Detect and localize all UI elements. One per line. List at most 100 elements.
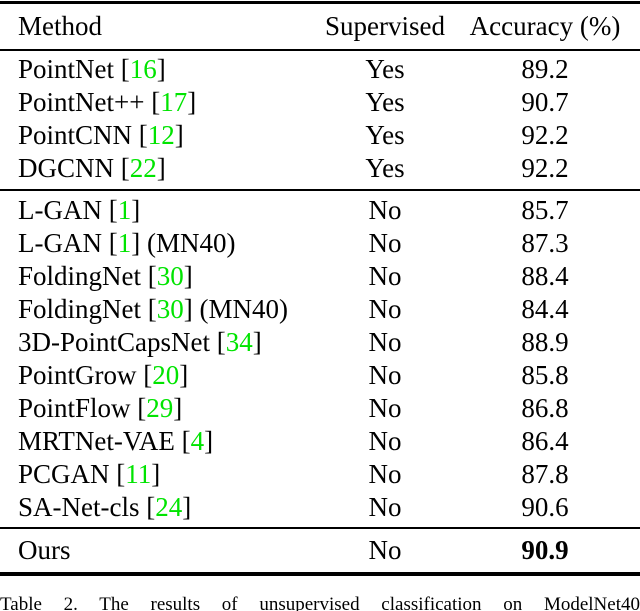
- method-cell: PointNet++ [17]: [0, 86, 320, 119]
- table-row: MRTNet-VAE [4] No 86.4: [0, 425, 640, 458]
- table-row: PointNet++ [17] Yes 90.7: [0, 86, 640, 119]
- method-cell: PointCNN [12]: [0, 119, 320, 152]
- citation-bracket: [30]: [141, 294, 193, 324]
- method-suffix: (MN40): [140, 228, 236, 258]
- method-cell: FoldingNet [30]: [0, 260, 320, 293]
- citation-link[interactable]: 16: [129, 54, 157, 84]
- supervised-cell: Yes: [365, 120, 405, 150]
- method-name: PCGAN: [18, 459, 110, 489]
- table-row: FoldingNet [30] (MN40) No 84.4: [0, 293, 640, 326]
- table-top-rule: [0, 1, 640, 4]
- method-name: PointNet: [18, 54, 115, 84]
- method-cell: L-GAN [1]: [0, 194, 320, 227]
- table-row: PointFlow [29] No 86.8: [0, 392, 640, 425]
- method-name: MRTNet-VAE: [18, 426, 175, 456]
- accuracy-cell: 90.6: [521, 492, 569, 522]
- method-cell: 3D-PointCapsNet [34]: [0, 326, 320, 359]
- table-row: L-GAN [1] (MN40) No 87.3: [0, 227, 640, 260]
- method-name: PointCNN: [18, 120, 133, 150]
- method-cell: FoldingNet [30] (MN40): [0, 293, 320, 326]
- method-cell: PCGAN [11]: [0, 458, 320, 491]
- method-name: 3D-PointCapsNet: [18, 327, 210, 357]
- citation-link[interactable]: 30: [156, 294, 184, 324]
- accuracy-cell: 87.3: [521, 228, 569, 258]
- accuracy-cell: 92.2: [521, 153, 569, 183]
- method-name: PointFlow: [18, 393, 131, 423]
- accuracy-cell: 85.7: [521, 195, 569, 225]
- supervised-cell: No: [368, 393, 402, 423]
- citation-link[interactable]: 34: [225, 327, 253, 357]
- supervised-cell: Yes: [365, 54, 405, 84]
- table-row: PointGrow [20] No 85.8: [0, 359, 640, 392]
- method-suffix: (MN40): [192, 294, 289, 324]
- method-cell: DGCNN [22]: [0, 152, 320, 185]
- citation-bracket: [17]: [144, 87, 197, 117]
- table-row: PointNet [16] Yes 89.2: [0, 53, 640, 86]
- supervised-cell: Yes: [365, 153, 405, 183]
- supervised-cell: No: [368, 195, 402, 225]
- accuracy-cell: 88.9: [521, 327, 569, 357]
- citation-bracket: [29]: [130, 393, 183, 423]
- supervised-cell: No: [368, 327, 402, 357]
- accuracy-cell: 85.8: [521, 360, 569, 390]
- citation-link[interactable]: 17: [160, 87, 188, 117]
- accuracy-cell: 90.7: [521, 87, 569, 117]
- method-cell: PointNet [16]: [0, 53, 320, 86]
- citation-link[interactable]: 1: [117, 195, 132, 225]
- citation-bracket: [34]: [210, 327, 262, 357]
- ours-divider-rule: [0, 527, 640, 529]
- citation-bracket: [1]: [101, 228, 141, 258]
- accuracy-cell: 92.2: [521, 120, 569, 150]
- supervised-cell: No: [368, 294, 402, 324]
- table-row: DGCNN [22] Yes 92.2: [0, 152, 640, 185]
- accuracy-cell: 89.2: [521, 54, 569, 84]
- method-cell: PointGrow [20]: [0, 359, 320, 392]
- citation-link[interactable]: 20: [152, 360, 180, 390]
- citation-bracket: [16]: [114, 54, 166, 84]
- table-row: PointCNN [12] Yes 92.2: [0, 119, 640, 152]
- citation-bracket: [4]: [174, 426, 214, 456]
- group-divider-rule: [0, 189, 640, 191]
- citation-link[interactable]: 1: [117, 228, 132, 258]
- citation-bracket: [11]: [109, 459, 161, 489]
- accuracy-cell: 90.9: [521, 535, 569, 565]
- method-cell: L-GAN [1] (MN40): [0, 227, 320, 260]
- method-name: L-GAN: [18, 228, 102, 258]
- table-caption: Table 2. The results of unsupervised cla…: [0, 594, 640, 611]
- method-cell: Ours: [0, 534, 320, 567]
- citation-link[interactable]: 12: [147, 120, 175, 150]
- citation-link[interactable]: 22: [129, 153, 157, 183]
- citation-bracket: [1]: [101, 195, 141, 225]
- table-row: L-GAN [1] No 85.7: [0, 194, 640, 227]
- citation-link[interactable]: 24: [155, 492, 183, 522]
- citation-link[interactable]: 30: [156, 261, 184, 291]
- citation-bracket: [30]: [141, 261, 193, 291]
- citation-bracket: [20]: [136, 360, 189, 390]
- supervised-cell: No: [368, 426, 402, 456]
- supervised-cell: No: [368, 459, 402, 489]
- method-name: Ours: [18, 535, 71, 565]
- supervised-cell: No: [368, 261, 402, 291]
- citation-link[interactable]: 4: [190, 426, 205, 456]
- accuracy-cell: 86.4: [521, 426, 569, 456]
- method-name: FoldingNet: [18, 261, 142, 291]
- header-divider-rule: [0, 49, 640, 51]
- column-header-accuracy: Accuracy (%): [469, 11, 621, 41]
- method-name: SA-Net-cls: [18, 492, 140, 522]
- supervised-methods-group: PointNet [16] Yes 89.2 PointNet++ [17] Y…: [0, 51, 640, 189]
- citation-link[interactable]: 11: [125, 459, 152, 489]
- method-name: PointNet++: [18, 87, 145, 117]
- ours-group: Ours No 90.9: [0, 529, 640, 572]
- method-name: L-GAN: [18, 195, 102, 225]
- citation-link[interactable]: 29: [146, 393, 174, 423]
- method-cell: PointFlow [29]: [0, 392, 320, 425]
- method-cell: SA-Net-cls [24]: [0, 491, 320, 524]
- table-row: Ours No 90.9: [0, 534, 640, 567]
- citation-bracket: [12]: [132, 120, 184, 150]
- table-row: PCGAN [11] No 87.8: [0, 458, 640, 491]
- table-bottom-rule: [0, 572, 640, 576]
- citation-bracket: [24]: [139, 492, 192, 522]
- accuracy-cell: 87.8: [521, 459, 569, 489]
- supervised-cell: Yes: [365, 87, 405, 117]
